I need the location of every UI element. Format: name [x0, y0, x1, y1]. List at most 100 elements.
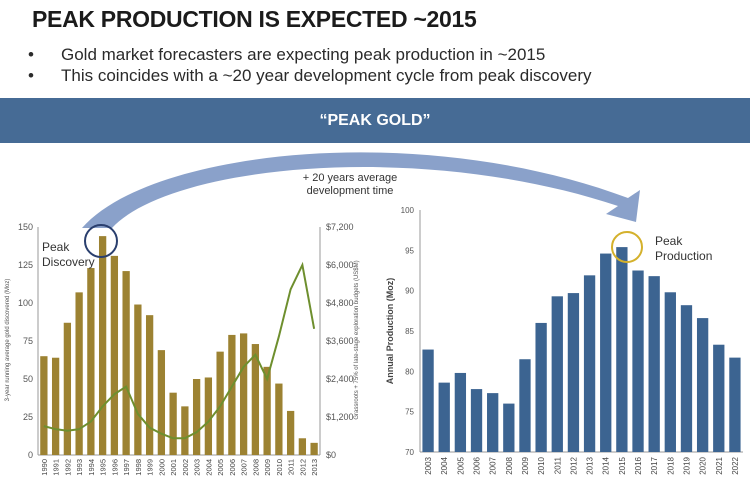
discovery-bar — [286, 410, 295, 455]
y-right-tick-label: $3,600 — [326, 336, 354, 346]
y-axis-label: Annual Production (Moz) — [385, 278, 395, 384]
discovery-bar — [157, 350, 166, 455]
discovery-bar — [192, 379, 201, 455]
discovery-bar — [145, 315, 154, 455]
discovery-bar — [122, 271, 130, 455]
y-right-tick-label: $6,000 — [326, 260, 354, 270]
x-tick-label: 2015 — [618, 456, 627, 474]
y-tick-label: 75 — [405, 408, 414, 417]
y-axis-label: 3-year running average gold discovered (… — [5, 279, 11, 402]
production-bar — [422, 349, 434, 452]
y-right-tick-label: $7,200 — [326, 222, 354, 232]
production-bar — [535, 322, 547, 452]
y-tick-label: 100 — [401, 206, 415, 215]
x-tick-label: 1993 — [75, 459, 84, 476]
x-tick-label: 2007 — [240, 459, 249, 476]
x-tick-label: 2012 — [298, 459, 307, 476]
x-tick-label: 1996 — [110, 459, 119, 476]
x-tick-label: 2008 — [505, 456, 514, 474]
production-bar — [696, 318, 709, 452]
y-right-axis-label: Grassroots + 75% of late-stage explorati… — [354, 260, 360, 419]
discovery-bar — [110, 255, 119, 455]
x-tick-label: 1997 — [122, 459, 131, 476]
x-tick-label: 2008 — [251, 459, 260, 476]
x-tick-label: 2012 — [569, 456, 578, 474]
discovery-bar — [40, 356, 48, 455]
x-tick-label: 2018 — [666, 456, 675, 474]
production-bar — [729, 357, 741, 452]
x-tick-label: 2021 — [715, 456, 724, 474]
y-tick-label: 100 — [18, 298, 33, 308]
x-tick-label: 1990 — [40, 459, 49, 476]
discovery-bar — [98, 236, 107, 455]
discovery-bar — [251, 344, 260, 455]
x-tick-label: 2003 — [424, 456, 433, 474]
y-tick-label: 125 — [18, 260, 33, 270]
peak-production-circle — [611, 231, 643, 263]
y-tick-label: 50 — [23, 374, 33, 384]
y-tick-label: 150 — [18, 222, 33, 232]
production-bar — [438, 382, 450, 452]
discovery-bar — [216, 351, 224, 455]
x-tick-label: 2013 — [310, 459, 319, 476]
production-bar — [680, 305, 693, 452]
x-tick-label: 1994 — [87, 459, 96, 476]
bullet-item: This coincides with a ~20 year developme… — [28, 65, 592, 86]
slide-title: PEAK PRODUCTION IS EXPECTED ~2015 — [32, 6, 477, 32]
peak-discovery-circle — [84, 224, 118, 258]
discovery-bar — [228, 334, 236, 455]
production-bar — [648, 276, 660, 452]
y-tick-label: 95 — [405, 246, 414, 255]
production-bar — [583, 275, 596, 452]
production-bar — [487, 393, 499, 452]
discovery-bar — [134, 304, 142, 455]
bullet-list: Gold market forecasters are expecting pe… — [28, 44, 592, 86]
x-tick-label: 1992 — [63, 459, 72, 476]
x-tick-label: 2004 — [204, 459, 213, 476]
y-right-tick-label: $4,800 — [326, 298, 354, 308]
y-tick-label: 70 — [405, 448, 414, 457]
y-tick-label: 75 — [23, 336, 33, 346]
production-bar — [567, 293, 580, 452]
y-tick-label: 80 — [405, 367, 414, 376]
y-tick-label: 0 — [28, 450, 33, 460]
discovery-bar — [239, 333, 248, 455]
discovery-bar — [169, 392, 177, 455]
x-tick-label: 2013 — [586, 456, 595, 474]
discovery-bar — [204, 377, 213, 455]
discovery-bar — [181, 406, 189, 455]
x-tick-label: 2001 — [169, 459, 178, 476]
production-bar — [551, 296, 563, 452]
x-tick-label: 2006 — [228, 459, 237, 476]
x-tick-label: 2022 — [731, 456, 740, 474]
x-tick-label: 2009 — [521, 456, 530, 474]
y-right-tick-label: $0 — [326, 450, 336, 460]
x-tick-label: 2005 — [456, 456, 465, 474]
y-tick-label: 85 — [405, 327, 414, 336]
x-tick-label: 2020 — [699, 456, 708, 474]
x-tick-label: 2005 — [216, 459, 225, 476]
production-bar — [470, 389, 483, 452]
x-tick-label: 2019 — [682, 456, 691, 474]
x-tick-label: 2007 — [489, 456, 498, 474]
peak-discovery-label: Peak — [42, 240, 70, 254]
production-bar — [632, 270, 644, 452]
x-tick-label: 1998 — [134, 459, 143, 476]
x-tick-label: 2002 — [181, 459, 190, 476]
peak-production-label: Peak — [655, 234, 683, 248]
peak-discovery-label: Discovery — [42, 255, 95, 269]
x-tick-label: 2017 — [650, 456, 659, 474]
arrow-label-line2: development time — [307, 185, 394, 197]
discovery-bar — [298, 438, 307, 455]
production-bar — [713, 344, 725, 452]
x-tick-label: 2016 — [634, 456, 643, 474]
x-tick-label: 1995 — [99, 459, 108, 476]
production-bar — [664, 292, 676, 452]
x-tick-label: 2011 — [553, 456, 562, 474]
production-bar — [503, 403, 515, 452]
peak-production-label: Production — [655, 249, 712, 263]
x-tick-label: 2010 — [275, 459, 284, 476]
discovery-bar — [51, 357, 60, 455]
